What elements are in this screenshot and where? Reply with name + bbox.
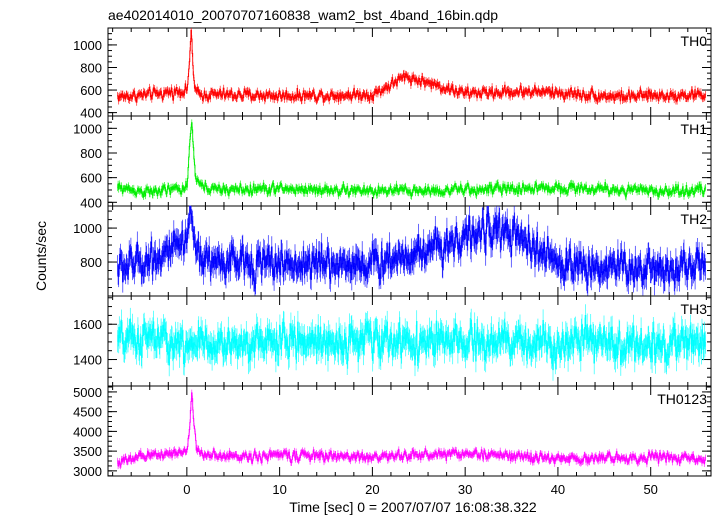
y-tick-label: 1600 [73,317,102,332]
y-tick-label: 4500 [73,405,102,420]
x-tick-label: 40 [551,482,565,497]
series-line-th0123 [117,392,706,467]
y-tick-label: 600 [80,83,102,98]
y-tick-label: 400 [80,195,102,210]
y-tick-label: 600 [80,171,102,186]
y-tick-label: 1000 [73,121,102,136]
y-tick-label: 1000 [73,221,102,236]
y-tick-label: 800 [80,60,102,75]
series-line-th0 [117,29,706,103]
y-tick-label: 3000 [73,464,102,479]
series-line-th3 [117,314,706,371]
panel-label-th1: TH1 [681,121,708,137]
x-tick-label: 10 [272,482,286,497]
x-tick-label: 50 [643,482,657,497]
y-tick-label: 3500 [73,444,102,459]
panel-label-th2: TH2 [681,211,708,227]
y-tick-label: 800 [80,146,102,161]
y-tick-label: 800 [80,255,102,270]
y-tick-label: 5000 [73,385,102,400]
y-tick-label: 4000 [73,424,102,439]
panel-label-th0: TH0 [681,33,708,49]
chart-title: ae402014010_20070707160838_wam2_bst_4ban… [108,7,498,23]
y-axis-label: Counts/sec [33,221,49,291]
y-tick-label: 400 [80,106,102,121]
x-axis-label: Time [sec] 0 = 2007/07/07 16:08:38.322 [289,499,537,515]
y-tick-label: 1400 [73,353,102,368]
y-tick-label: 1000 [73,38,102,53]
series-line-th1 [117,122,706,198]
series-line-th2 [117,205,706,289]
panel-label-th3: TH3 [681,301,708,317]
x-tick-label: 30 [458,482,472,497]
x-tick-label: 20 [365,482,379,497]
panel-label-th0123: TH0123 [657,391,707,407]
x-tick-label: 0 [183,482,190,497]
